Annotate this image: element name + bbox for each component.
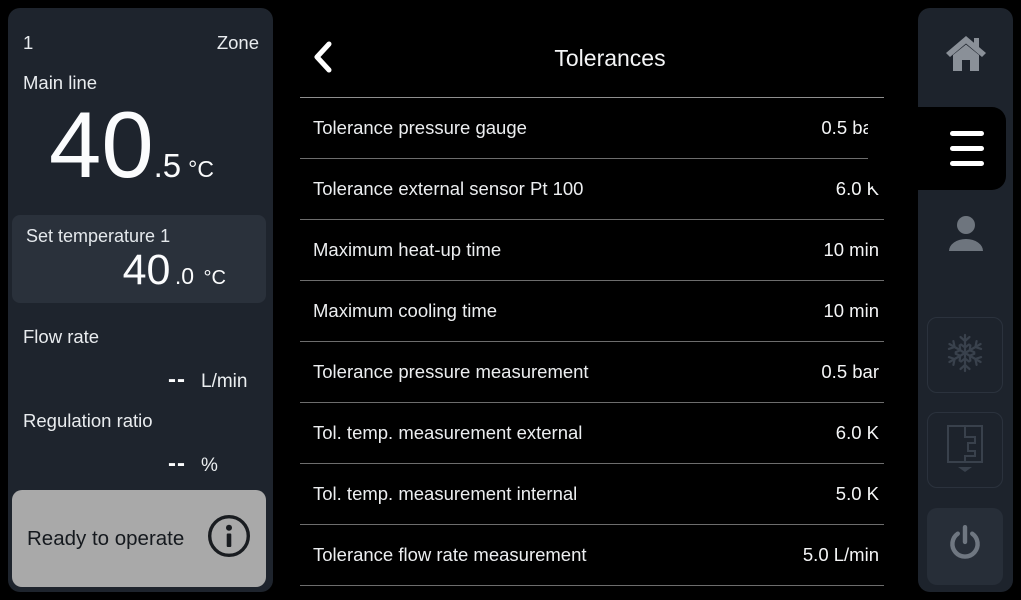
main-temp-unit: °C [188,156,214,182]
zone-panel: 1 Zone Main line 40 .5 °C Set temperatur… [8,8,273,592]
regulation-ratio-label: Regulation ratio [23,410,153,431]
regulation-ratio-value: -- [168,450,186,477]
sidebar-item-cooling[interactable] [927,317,1003,393]
sidebar-item-home[interactable] [918,8,1013,105]
flow-rate-unit: L/min [201,371,248,392]
set-temperature-card[interactable]: Set temperature 1 40 .0 °C [12,215,266,303]
tolerance-row-label: Tolerance flow rate measurement [313,544,587,565]
tolerance-row-label: Tolerance pressure measurement [313,361,589,382]
flow-rate-label: Flow rate [23,326,100,347]
main-temp-fraction: .5 [153,147,182,184]
tolerance-row-label: Tolerance external sensor Pt 100 [313,178,584,199]
sidebar-item-zone-select[interactable] [927,412,1003,488]
menu-icon [950,131,984,166]
tolerance-row-value: 10 min [823,239,879,260]
tolerances-list: Tolerance pressure gauge 0.5 bar Toleran… [300,98,884,586]
sidebar-item-user[interactable] [918,196,1013,276]
back-button[interactable] [303,38,343,78]
zone-header: 1 Zone [23,32,259,54]
regulation-ratio-unit: % [201,455,218,476]
page-title: Tolerances [554,45,666,71]
status-label: Ready to operate [27,526,185,550]
tolerance-row-value: 0.5 bar [821,117,879,138]
tolerance-row-value: 10 min [823,300,879,321]
set-temperature-label: Set temperature 1 [26,226,171,246]
tolerance-row[interactable]: Tol. temp. measurement external 6.0 K [300,403,884,464]
chevron-left-icon [313,41,333,76]
set-temp-integer: 40 [122,246,171,294]
sidebar-item-menu-active[interactable] [868,107,1006,190]
tolerance-row-label: Maximum heat-up time [313,239,502,260]
tolerance-row-value: 6.0 K [835,422,879,443]
sidebar [918,8,1013,592]
header-divider [300,97,884,98]
tolerance-row-value: 6.0 K [835,178,879,199]
main-line-temperature: 40 .5 °C [8,92,255,197]
set-temp-unit: °C [203,267,226,289]
user-icon [944,213,988,260]
tolerance-row-label: Tol. temp. measurement external [313,422,583,443]
tolerance-row-value: 0.5 bar [821,361,879,382]
tolerance-row[interactable]: Tolerance external sensor Pt 100 6.0 K [300,159,884,220]
info-icon[interactable] [206,513,252,564]
snowflake-icon [944,332,986,379]
tolerance-row-value: 5.0 L/min [802,544,879,565]
home-icon [945,35,987,78]
flow-rate-row: -- L/min [8,366,273,394]
tolerance-row[interactable]: Tol. temp. measurement internal 5.0 K [300,464,884,525]
main-line-label: Main line [23,72,98,93]
tolerance-row-value: 5.0 K [835,483,879,504]
set-temperature-value: 40 .0 °C [26,249,252,292]
zone-number: 1 [23,32,34,53]
sidebar-item-power[interactable] [927,508,1003,585]
flow-rate-value: -- [168,366,186,393]
set-temp-fraction: .0 [174,263,195,289]
tolerance-row[interactable]: Maximum heat-up time 10 min [300,220,884,281]
regulation-ratio-row: -- % [8,450,273,478]
zone-module-icon [946,424,984,477]
tolerance-row-label: Maximum cooling time [313,300,498,321]
zone-label: Zone [216,32,259,53]
main-temp-integer: 40 [49,92,154,197]
tolerance-row[interactable]: Tolerance flow rate measurement 5.0 L/mi… [300,525,884,586]
power-icon [945,523,985,570]
tolerance-row[interactable]: Tolerance pressure measurement 0.5 bar [300,342,884,403]
tolerance-row-label: Tol. temp. measurement internal [313,483,578,504]
status-button[interactable]: Ready to operate [12,490,266,587]
tolerance-row[interactable]: Tolerance pressure gauge 0.5 bar [300,98,884,159]
tolerance-row-label: Tolerance pressure gauge [313,117,527,138]
tolerance-row[interactable]: Maximum cooling time 10 min [300,281,884,342]
